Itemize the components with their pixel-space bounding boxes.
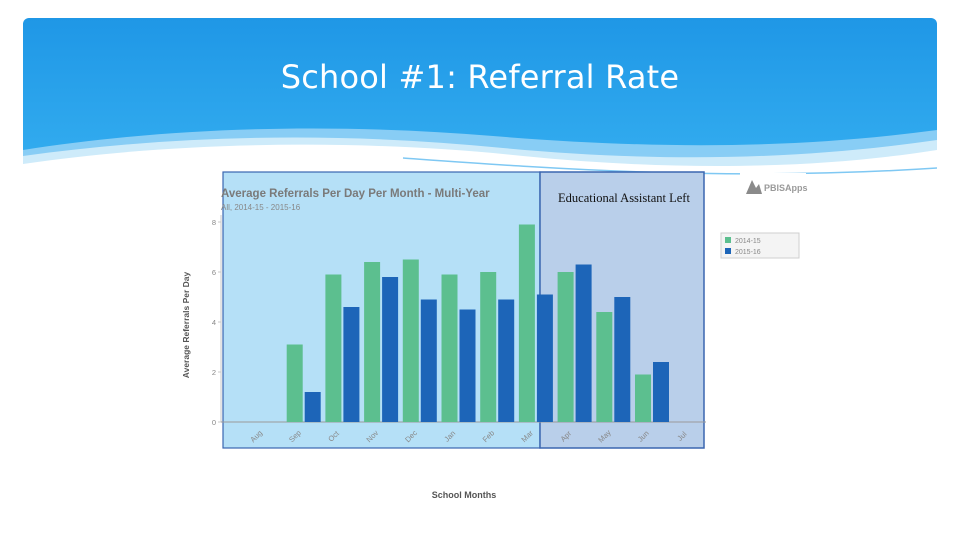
bar-series xyxy=(286,224,669,422)
bar-2014-15-feb xyxy=(480,272,497,422)
slide-title: School #1: Referral Rate xyxy=(280,58,680,96)
bar-2014-15-dec xyxy=(402,259,419,422)
chart-subtitle: All, 2014-15 - 2015-16 xyxy=(221,203,301,212)
y-tick-label: 4 xyxy=(212,318,216,327)
legend-box xyxy=(720,232,800,259)
bar-2014-15-sep xyxy=(286,344,303,422)
y-tick-label: 6 xyxy=(212,268,216,277)
bar-2015-16-dec xyxy=(420,299,437,422)
legend-label-2014-15: 2014-15 xyxy=(735,238,761,245)
logo-mark-icon xyxy=(746,180,762,194)
legend-swatch-2015-16 xyxy=(725,248,731,254)
bar-2015-16-apr xyxy=(575,264,592,422)
bar-2015-16-jan xyxy=(459,309,476,422)
chart-legend: 2014-15 2015-16 xyxy=(720,232,800,259)
bar-2014-15-jun xyxy=(635,374,651,422)
bar-2014-15-mar xyxy=(518,224,535,422)
bar-2015-16-mar xyxy=(536,294,553,422)
logo-text: PBISApps xyxy=(764,183,808,193)
bar-2015-16-nov xyxy=(382,277,399,422)
bar-2014-15-nov xyxy=(364,262,381,422)
legend-label-2015-16: 2015-16 xyxy=(735,249,761,256)
chart-title: Average Referrals Per Day Per Month - Mu… xyxy=(221,188,490,200)
bar-2015-16-feb xyxy=(498,299,515,422)
y-tick-label: 0 xyxy=(212,418,216,427)
bar-2014-15-jan xyxy=(441,274,458,422)
bar-2014-15-oct xyxy=(325,274,342,422)
y-tick-label: 2 xyxy=(212,368,216,377)
y-tick-label: 8 xyxy=(212,218,216,227)
bar-2015-16-jun xyxy=(653,362,669,422)
pbisapps-logo: PBISApps xyxy=(740,173,808,198)
annotation-label: Educational Assistant Left xyxy=(558,191,690,205)
y-axis-title: Average Referrals Per Day xyxy=(181,271,191,378)
bar-2014-15-may xyxy=(596,312,613,422)
bar-2015-16-may xyxy=(614,297,631,422)
bar-2015-16-sep xyxy=(304,392,321,422)
legend-swatch-2014-15 xyxy=(725,237,731,243)
bar-2014-15-apr xyxy=(557,272,574,422)
x-axis-title: School Months xyxy=(432,490,497,500)
bar-2015-16-oct xyxy=(343,307,360,422)
y-axis-ticks: 0 2 4 6 8 xyxy=(212,218,221,427)
